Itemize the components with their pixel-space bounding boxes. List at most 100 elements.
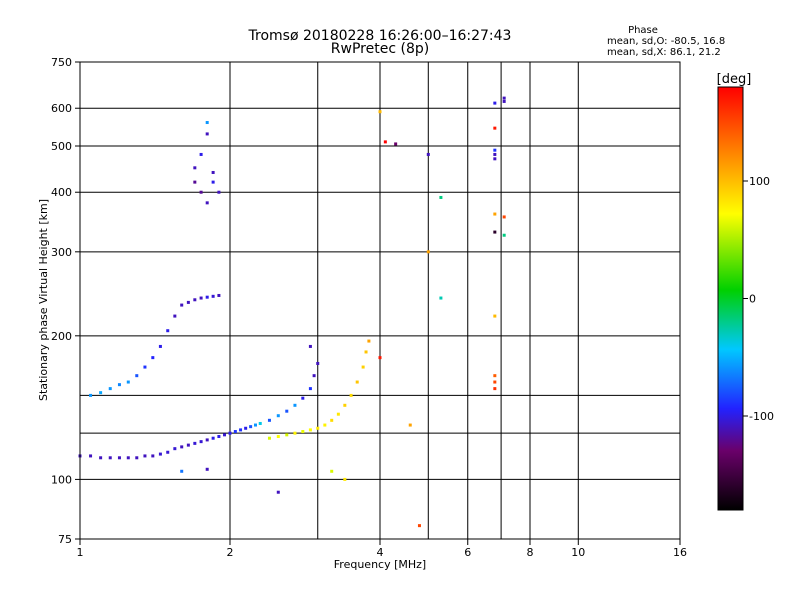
data-point (316, 426, 320, 430)
data-point (343, 403, 347, 407)
data-point (502, 233, 506, 237)
data-point (312, 374, 316, 378)
data-point (193, 298, 197, 302)
data-point (330, 469, 334, 473)
data-point (308, 387, 312, 391)
colorbar-unit-label: [deg] (717, 72, 752, 87)
data-point (205, 121, 209, 125)
data-point (223, 433, 227, 437)
data-point (308, 344, 312, 348)
data-point (199, 296, 203, 300)
data-point (308, 428, 312, 432)
data-point (276, 435, 280, 439)
data-point (336, 412, 340, 416)
data-point (301, 430, 305, 434)
data-point (199, 440, 203, 444)
data-point (180, 469, 184, 473)
data-point (228, 431, 232, 435)
colorbar-tick-label: 0 (749, 293, 756, 306)
data-point (180, 303, 184, 307)
data-point (217, 190, 221, 194)
data-point (166, 329, 170, 333)
data-point (493, 230, 497, 234)
data-point (135, 456, 139, 460)
data-point (143, 454, 147, 458)
x-tick-label: 10 (571, 546, 585, 559)
data-point (233, 430, 237, 434)
y-tick-label: 200 (51, 330, 72, 343)
data-point (117, 383, 121, 387)
data-point (343, 477, 347, 481)
y-tick-label: 100 (51, 473, 72, 486)
data-point (244, 426, 248, 430)
data-point (330, 418, 334, 422)
data-point (364, 350, 368, 354)
data-point (493, 101, 497, 105)
data-point (205, 201, 209, 205)
phase-info-o: mean, sd,O: -80.5, 16.8 (607, 36, 725, 47)
data-points (78, 96, 506, 528)
y-tick-label: 750 (51, 56, 72, 69)
data-point (108, 456, 112, 460)
data-point (493, 152, 497, 156)
data-point (293, 431, 297, 435)
data-point (108, 387, 112, 391)
data-point (323, 423, 327, 427)
data-point (126, 380, 130, 384)
data-point (217, 293, 221, 297)
data-point (193, 441, 197, 445)
data-point (355, 380, 359, 384)
data-point (426, 152, 430, 156)
data-point (158, 452, 162, 456)
colorbar-ticks: 100 0 -100 (743, 175, 774, 423)
data-point (361, 365, 365, 369)
data-point (239, 428, 243, 432)
y-axis-label: Stationary phase Virtual Height [km] (37, 199, 50, 401)
data-point (267, 436, 271, 440)
x-tick-label: 16 (673, 546, 687, 559)
colorbar-tick-label: 100 (749, 175, 770, 188)
x-tick-label: 4 (377, 546, 384, 559)
x-tick-label: 1 (77, 546, 84, 559)
data-point (89, 454, 93, 458)
y-ticks: 75 100 200 300 400 500 600 750 (51, 56, 80, 546)
data-point (143, 365, 147, 369)
data-point (394, 142, 398, 146)
data-point (199, 190, 203, 194)
data-point (285, 409, 289, 413)
data-point (493, 314, 497, 318)
data-point (126, 456, 130, 460)
data-point (293, 403, 297, 407)
data-point (439, 296, 443, 300)
data-point (99, 456, 103, 460)
data-point (493, 157, 497, 161)
data-point (408, 423, 412, 427)
data-point (211, 294, 215, 298)
y-tick-label: 500 (51, 140, 72, 153)
y-tick-label: 600 (51, 102, 72, 115)
data-point (186, 443, 190, 447)
data-point (89, 393, 93, 397)
data-point (173, 314, 177, 318)
data-point (493, 374, 497, 378)
data-point (199, 152, 203, 156)
grid (80, 62, 680, 539)
x-axis-label: Frequency [MHz] (334, 558, 426, 571)
chart-subtitle: RwPretec (8p) (331, 41, 429, 57)
y-tick-label: 300 (51, 246, 72, 259)
y-tick-label: 75 (58, 533, 72, 546)
data-point (378, 110, 382, 114)
data-point (205, 132, 209, 136)
data-point (173, 447, 177, 451)
phase-info-x: mean, sd,X: 86.1, 21.2 (607, 47, 721, 58)
chart-title: Tromsø 20180228 16:26:00–16:27:43 (248, 28, 512, 44)
data-point (135, 374, 139, 378)
data-point (211, 170, 215, 174)
data-point (166, 450, 170, 454)
data-point (205, 438, 209, 442)
data-point (502, 215, 506, 219)
data-point (193, 166, 197, 170)
data-point (502, 96, 506, 100)
data-point (493, 380, 497, 384)
data-point (493, 387, 497, 391)
